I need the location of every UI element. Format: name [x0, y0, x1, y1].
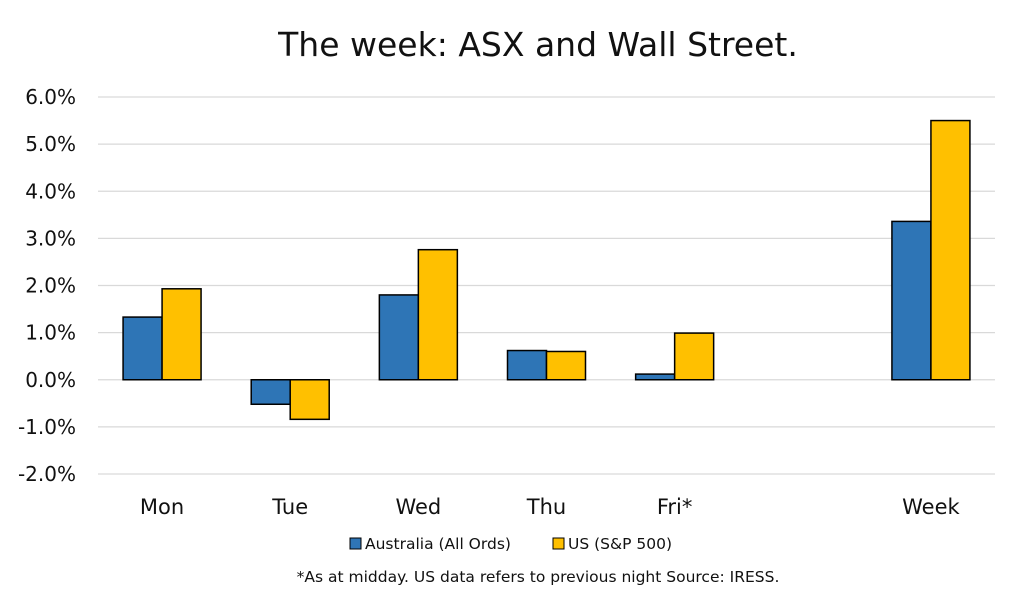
x-tick-label: Mon — [140, 495, 184, 519]
y-tick-label: 2.0% — [25, 274, 76, 298]
x-tick-label: Fri* — [657, 495, 693, 519]
x-tick-label: Week — [902, 495, 960, 519]
y-tick-label: 4.0% — [25, 179, 76, 203]
bar-us — [161, 288, 202, 381]
chart-title: The week: ASX and Wall Street. — [277, 25, 798, 64]
legend-label: US (S&P 500) — [568, 535, 672, 553]
y-tick-label: 3.0% — [25, 226, 76, 250]
gridlines — [98, 96, 995, 475]
chart-footnote: *As at midday. US data refers to previou… — [297, 568, 780, 586]
x-axis-tick-labels: Mon Tue Wed Thu Fri* Week — [140, 495, 961, 519]
legend-label: Australia (All Ords) — [365, 535, 511, 553]
bar-australia — [122, 316, 163, 381]
legend: Australia (All Ords) US (S&P 500) — [349, 535, 672, 553]
y-tick-label: -1.0% — [18, 415, 76, 439]
bar-us — [289, 379, 330, 421]
bar-australia — [378, 294, 420, 381]
y-axis-tick-labels: -2.0% -1.0% 0.0% 1.0% 2.0% 3.0% 4.0% 5.0% 6.0% — [18, 85, 76, 486]
legend-swatch — [349, 537, 362, 550]
bar-australia — [250, 379, 291, 406]
bar-us — [673, 332, 715, 381]
bars — [122, 119, 971, 421]
y-tick-label: 5.0% — [25, 132, 76, 156]
bar-us — [930, 119, 971, 381]
bar-australia — [506, 349, 548, 381]
y-tick-label: 0.0% — [25, 368, 76, 392]
y-tick-label: 1.0% — [25, 321, 76, 345]
bar-australia — [891, 220, 932, 381]
legend-swatch — [552, 537, 565, 550]
y-tick-label: -2.0% — [18, 462, 76, 486]
x-tick-label: Thu — [526, 495, 566, 519]
x-tick-label: Wed — [395, 495, 441, 519]
bar-us — [545, 350, 587, 381]
bar-us — [417, 248, 459, 381]
x-tick-label: Tue — [271, 495, 308, 519]
y-tick-label: 6.0% — [25, 85, 76, 109]
bar-australia — [634, 373, 676, 381]
